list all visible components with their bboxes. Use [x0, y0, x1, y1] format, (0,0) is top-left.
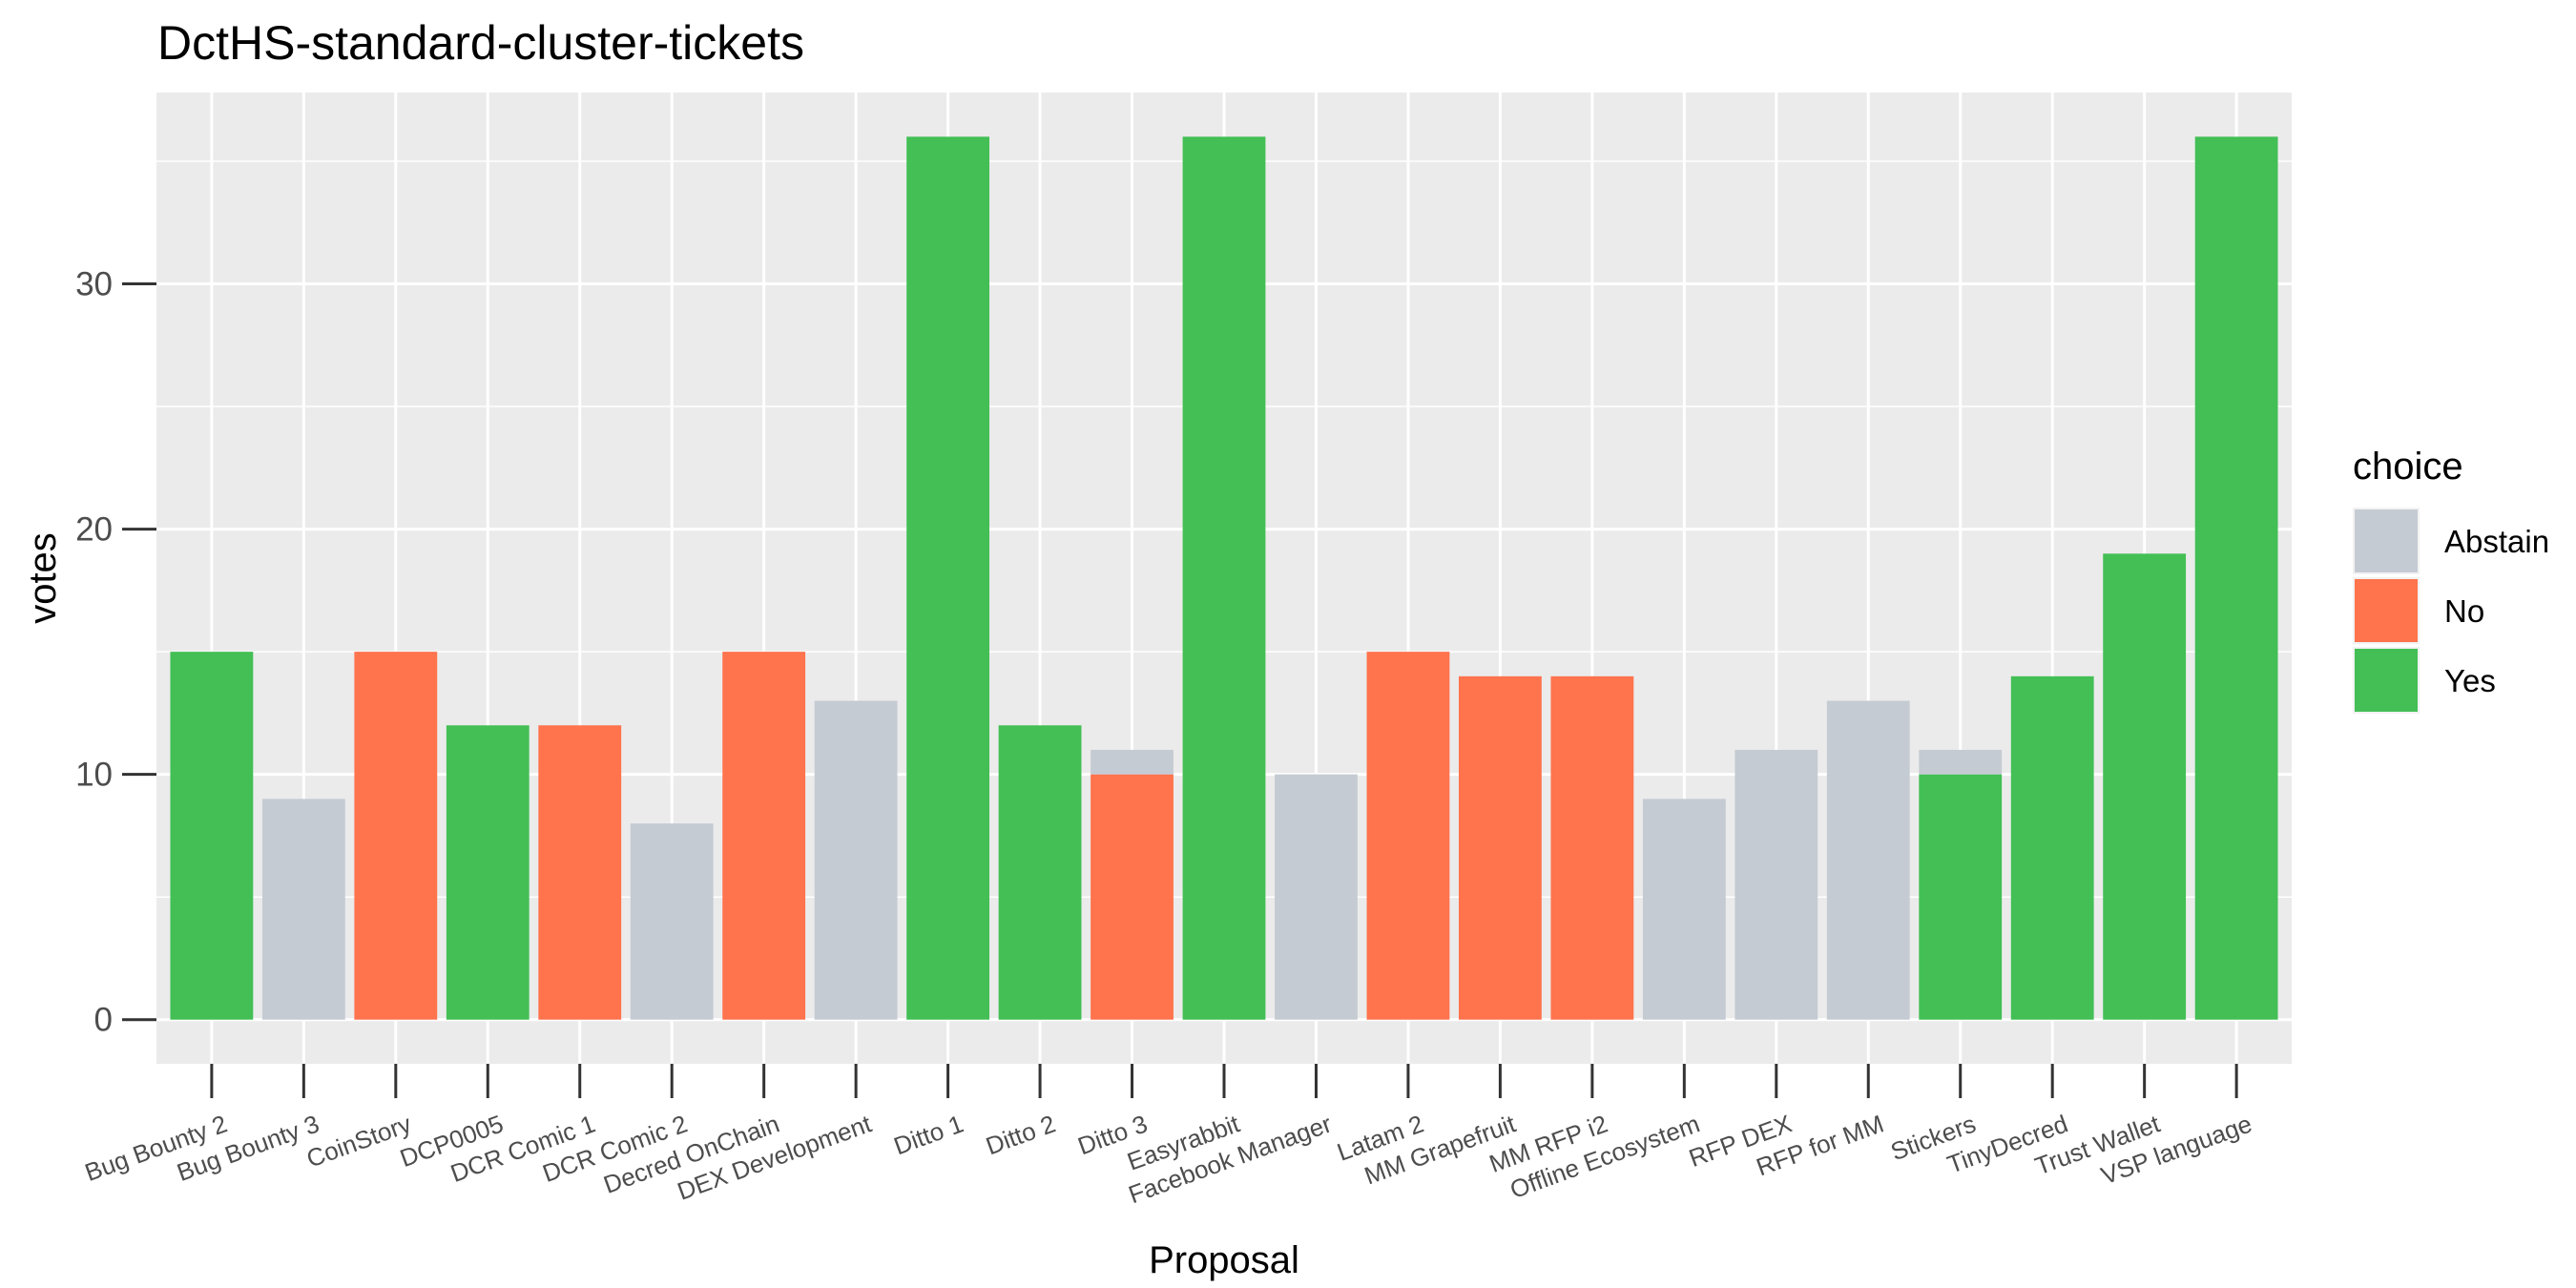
legend-swatch-no: [2355, 579, 2418, 642]
legend-label-yes: Yes: [2444, 663, 2496, 698]
bar-yes: [2010, 675, 2094, 1020]
bar-yes: [1182, 136, 1266, 1020]
bar-no: [1366, 652, 1450, 1020]
legend-title: choice: [2353, 446, 2463, 488]
bar-abstain: [1275, 774, 1358, 1020]
bar-yes: [170, 652, 254, 1020]
bar-abstain: [630, 823, 714, 1020]
bar-abstain: [1826, 700, 1910, 1020]
bar-yes: [2194, 136, 2278, 1020]
bar-no: [1550, 675, 1634, 1020]
bar-abstain: [1919, 749, 2003, 775]
bar-no: [1458, 675, 1542, 1020]
bar-abstain: [1091, 749, 1174, 775]
bar-yes: [2103, 553, 2187, 1020]
legend-label-no: No: [2444, 593, 2484, 629]
bar-no: [722, 652, 806, 1020]
chart-title: DctHS-standard-cluster-tickets: [157, 16, 804, 70]
bar-abstain: [1642, 799, 1726, 1020]
x-axis-title: Proposal: [1149, 1239, 1299, 1281]
y-tick-label: 20: [75, 511, 113, 549]
y-axis: 0 10 20 30: [75, 266, 156, 1039]
bar-yes: [906, 136, 990, 1020]
x-tick-label: Ditto 2: [982, 1109, 1059, 1160]
bar-no: [538, 725, 622, 1020]
y-tick-label: 10: [75, 757, 113, 794]
bar-no: [354, 652, 438, 1020]
bar-abstain: [261, 799, 345, 1020]
legend-swatch-yes: [2355, 649, 2418, 712]
bar-abstain: [814, 700, 898, 1020]
bars: [170, 136, 2278, 1020]
y-axis-title: votes: [22, 532, 64, 624]
legend: choice Abstain No Yes: [2353, 446, 2549, 714]
legend-swatch-abstain: [2355, 509, 2418, 572]
legend-label-abstain: Abstain: [2444, 524, 2549, 559]
y-tick-label: 0: [94, 1002, 113, 1039]
bar-yes: [1919, 774, 2003, 1020]
x-tick-label: Ditto 1: [890, 1109, 967, 1160]
bar-abstain: [1735, 749, 1818, 1020]
x-tick-label: CoinStory: [302, 1109, 415, 1173]
bar-no: [1091, 774, 1174, 1020]
bar-yes: [998, 725, 1082, 1020]
bar-yes: [446, 725, 530, 1020]
y-tick-label: 30: [75, 266, 113, 303]
